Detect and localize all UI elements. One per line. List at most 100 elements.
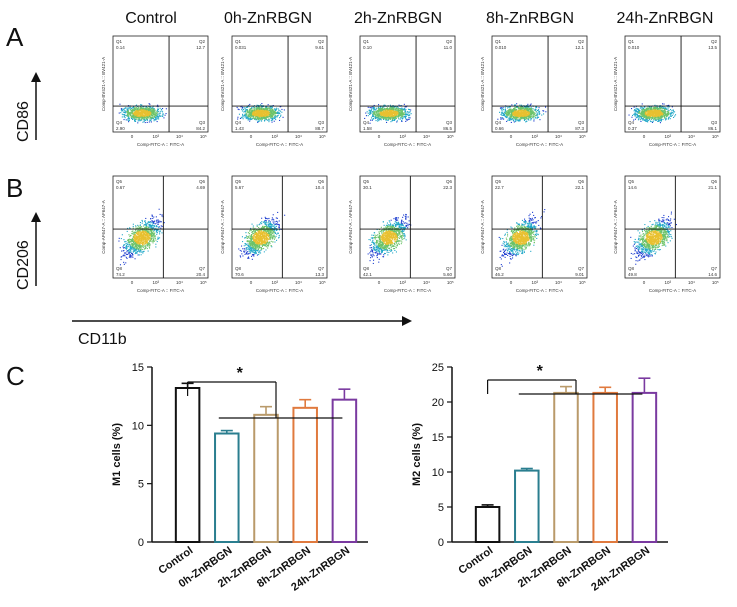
event-dot [521,104,523,106]
event-dot [409,110,411,112]
event-dot [657,111,659,113]
event-dot [237,116,239,118]
event-dot [635,109,637,111]
event-dot [658,106,660,108]
event-dot [643,111,645,113]
event-dot [383,117,385,119]
event-dot [654,109,656,111]
event-dot [381,109,383,111]
event-dot [502,108,504,110]
event-dot [161,225,163,227]
event-dot [153,108,155,110]
event-dot [385,109,387,111]
event-dot [541,114,543,116]
event-dot [387,108,389,110]
event-dot [648,114,650,116]
event-dot [649,119,651,121]
event-dot [511,115,513,117]
event-dot [508,110,510,112]
quadrant-value: 0.031 [235,45,247,50]
quadrant-value: 1.43 [235,126,244,131]
event-dot [142,116,144,118]
event-dot [136,114,138,116]
event-dot [133,250,135,252]
event-dot [389,118,391,120]
event-dot [141,219,143,221]
event-dot [152,115,154,117]
event-dot [152,111,154,113]
event-dot [256,112,258,114]
event-dot [644,120,646,122]
event-dot [154,118,156,120]
event-dot [505,110,507,112]
event-dot [153,108,155,110]
event-dot [386,113,388,115]
event-dot [136,113,138,115]
event-dot [646,117,648,119]
event-dot [660,110,662,112]
event-dot [655,113,657,115]
event-dot [660,117,662,119]
event-dot [664,112,666,114]
event-dot [511,109,513,111]
event-dot [386,108,388,110]
event-dot [512,116,514,118]
event-dot [134,118,136,120]
event-dot [251,115,253,117]
event-dot [404,111,406,113]
event-dot [245,116,247,118]
event-dot [388,114,390,116]
event-dot [159,231,161,233]
event-dot [239,117,241,119]
event-dot [671,106,673,108]
event-dot [125,248,127,250]
event-dot [274,108,276,110]
event-dot [383,106,385,108]
event-dot [146,114,148,116]
event-dot [375,108,377,110]
event-dot [135,226,137,228]
event-dot [142,109,144,111]
event-dot [653,111,655,113]
event-dot [523,118,525,120]
event-dot [639,116,641,118]
event-dot [257,113,259,115]
event-dot [261,105,263,107]
event-dot [136,104,138,106]
event-dot [651,112,653,114]
event-dot [645,111,647,113]
event-dot [658,112,660,114]
event-dot [640,113,642,115]
event-dot [253,113,255,115]
event-dot [251,112,253,114]
event-dot [641,113,643,115]
event-dot [372,113,374,115]
event-dot [507,113,509,115]
event-dot [139,108,141,110]
event-dot [660,107,662,109]
event-dot [244,108,246,110]
event-dot [514,112,516,114]
event-dot [390,116,392,118]
flow-x-tick: 10⁵ [319,134,326,139]
event-dot [539,113,541,115]
event-dot [131,118,133,120]
event-dot [247,112,249,114]
event-dot [405,120,407,122]
event-dot [645,120,647,122]
event-dot [513,110,515,112]
event-dot [160,221,162,223]
event-dot [134,115,136,117]
flow-x-tick: 0 [250,134,253,139]
event-dot [519,117,521,119]
event-dot [153,120,155,122]
event-dot [640,116,642,118]
event-dot [155,243,157,245]
event-dot [141,118,143,120]
event-dot [397,116,399,118]
event-dot [669,118,671,120]
event-dot [650,109,652,111]
event-dot [382,113,384,115]
event-dot [377,119,379,121]
event-dot [386,119,388,121]
